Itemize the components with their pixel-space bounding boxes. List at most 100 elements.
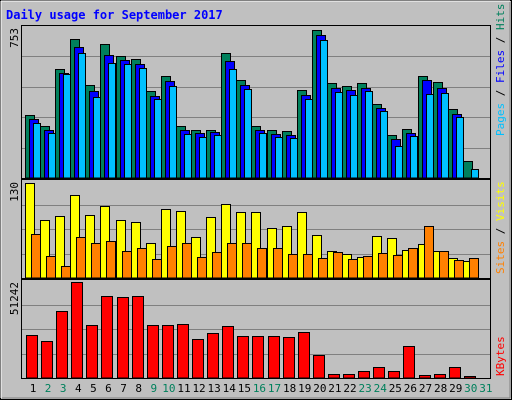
bar-sites xyxy=(106,241,116,279)
bar-pages xyxy=(395,146,403,179)
bar-sites xyxy=(424,226,434,279)
bar-visits xyxy=(206,217,216,279)
bar-sites xyxy=(61,266,71,279)
x-tick-label: 21 xyxy=(328,382,341,395)
x-tick-label: 31 xyxy=(479,382,492,395)
x-tick-label: 15 xyxy=(238,382,251,395)
bar-sites xyxy=(197,257,207,279)
x-tick-label: 29 xyxy=(449,382,462,395)
legend-part: / xyxy=(494,30,507,50)
x-tick-label: 23 xyxy=(359,382,372,395)
bar-sites xyxy=(242,243,252,279)
bar-pages xyxy=(456,117,464,179)
bar-pages xyxy=(48,133,56,179)
x-tick-label: 13 xyxy=(208,382,221,395)
bar-sites xyxy=(212,252,222,279)
x-tick-label: 22 xyxy=(343,382,356,395)
bar-kbytes xyxy=(298,332,310,379)
legend-part: / xyxy=(494,221,507,241)
bar-pages xyxy=(63,74,71,179)
chart-panel-kbytes: 51242 xyxy=(8,279,491,379)
y-max-label: 51242 xyxy=(8,282,21,315)
bar-pages xyxy=(214,135,222,179)
bar-visits xyxy=(25,183,35,279)
x-tick-label: 9 xyxy=(150,382,157,395)
x-tick-label: 6 xyxy=(105,382,112,395)
bar-kbytes xyxy=(388,371,400,379)
x-tick-label: 7 xyxy=(120,382,127,395)
bar-kbytes xyxy=(403,346,415,379)
bar-visits xyxy=(297,212,307,279)
bar-sites xyxy=(469,258,479,279)
x-tick-label: 3 xyxy=(60,382,67,395)
x-tick-label: 12 xyxy=(192,382,205,395)
x-tick-label: 19 xyxy=(298,382,311,395)
bar-sites xyxy=(393,255,403,279)
legend-part: Files xyxy=(494,50,507,83)
x-tick-label: 20 xyxy=(313,382,326,395)
bar-sites xyxy=(348,259,358,279)
y-max-label: 130 xyxy=(8,182,21,202)
x-tick-label: 10 xyxy=(162,382,175,395)
bar-kbytes xyxy=(268,336,280,379)
bar-sites xyxy=(227,243,237,279)
bar-kbytes xyxy=(464,376,476,379)
bar-kbytes xyxy=(101,296,113,379)
bar-pages xyxy=(335,92,343,179)
bar-kbytes xyxy=(343,374,355,379)
x-tick-label: 24 xyxy=(374,382,388,395)
bar-pages xyxy=(184,134,192,179)
bar-pages xyxy=(305,99,313,179)
x-tick-label: 14 xyxy=(223,382,237,395)
bar-kbytes xyxy=(56,311,68,379)
bar-pages xyxy=(441,93,449,179)
bar-visits xyxy=(70,195,80,279)
bar-sites xyxy=(182,243,192,279)
x-tick-label: 17 xyxy=(268,382,281,395)
bar-kbytes xyxy=(41,341,53,379)
bar-sites xyxy=(137,248,147,279)
bar-sites xyxy=(91,243,101,279)
bar-kbytes xyxy=(373,367,385,379)
bar-pages xyxy=(199,137,207,179)
bar-kbytes xyxy=(358,371,370,379)
legend-kbytes: KBytes xyxy=(494,336,507,376)
bar-pages xyxy=(410,136,418,179)
bar-sites xyxy=(152,259,162,279)
bar-pages xyxy=(93,97,101,179)
legend-part: Hits xyxy=(494,4,507,31)
bar-visits xyxy=(55,216,65,279)
bar-kbytes xyxy=(434,374,446,379)
bar-pages xyxy=(108,63,116,179)
x-tick-label: 25 xyxy=(389,382,402,395)
bar-pages xyxy=(124,64,132,179)
bar-pages xyxy=(290,138,298,179)
bar-sites xyxy=(408,248,418,279)
chart-title: Daily usage for September 2017 xyxy=(6,8,223,22)
legend-part: / xyxy=(494,83,507,103)
bar-kbytes xyxy=(132,296,144,379)
bar-sites xyxy=(46,256,56,279)
bar-kbytes xyxy=(86,325,98,379)
bar-kbytes xyxy=(313,355,325,379)
bar-sites xyxy=(76,237,86,279)
bar-pages xyxy=(471,169,479,179)
bar-kbytes xyxy=(283,337,295,379)
bar-sites xyxy=(439,251,449,279)
x-tick-label: 16 xyxy=(253,382,266,395)
legend-part: Pages xyxy=(494,103,507,136)
bar-pages xyxy=(244,89,252,179)
y-max-label: 753 xyxy=(8,28,21,48)
x-tick-label: 28 xyxy=(434,382,447,395)
bar-kbytes xyxy=(117,297,129,379)
x-tick-label: 5 xyxy=(90,382,97,395)
bar-pages xyxy=(78,53,86,179)
x-tick-label: 4 xyxy=(75,382,82,395)
x-tick-label: 1 xyxy=(30,382,37,395)
bar-sites xyxy=(378,253,388,279)
legend-part: Visits xyxy=(494,181,507,221)
bar-pages xyxy=(139,68,147,179)
x-tick-label: 26 xyxy=(404,382,417,395)
bar-kbytes xyxy=(207,333,219,379)
x-tick-label: 18 xyxy=(283,382,296,395)
